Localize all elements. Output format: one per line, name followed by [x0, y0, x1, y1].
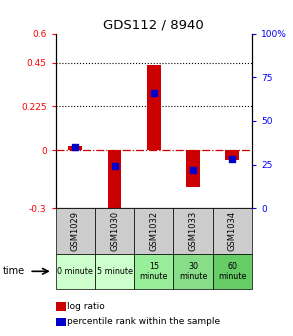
Point: [112, 164, 117, 169]
Text: GSM1032: GSM1032: [149, 211, 158, 251]
Point: [230, 157, 235, 162]
Point: [73, 144, 78, 150]
Text: GSM1030: GSM1030: [110, 211, 119, 251]
Text: 30
minute: 30 minute: [179, 262, 207, 281]
Text: GSM1033: GSM1033: [189, 211, 197, 251]
Bar: [108, 150, 121, 212]
Text: log ratio: log ratio: [67, 302, 105, 311]
Text: 60
minute: 60 minute: [218, 262, 246, 281]
Bar: [226, 150, 239, 160]
Text: 0 minute: 0 minute: [57, 267, 93, 276]
Text: GSM1029: GSM1029: [71, 211, 80, 251]
Text: percentile rank within the sample: percentile rank within the sample: [67, 317, 221, 326]
Bar: [147, 65, 161, 150]
Text: 5 minute: 5 minute: [97, 267, 132, 276]
Point: [191, 167, 195, 173]
Point: [151, 90, 156, 96]
Text: GSM1034: GSM1034: [228, 211, 237, 251]
Title: GDS112 / 8940: GDS112 / 8940: [103, 18, 204, 31]
Bar: [186, 150, 200, 187]
Text: time: time: [3, 266, 25, 276]
Text: 15
minute: 15 minute: [140, 262, 168, 281]
Bar: [69, 146, 82, 150]
